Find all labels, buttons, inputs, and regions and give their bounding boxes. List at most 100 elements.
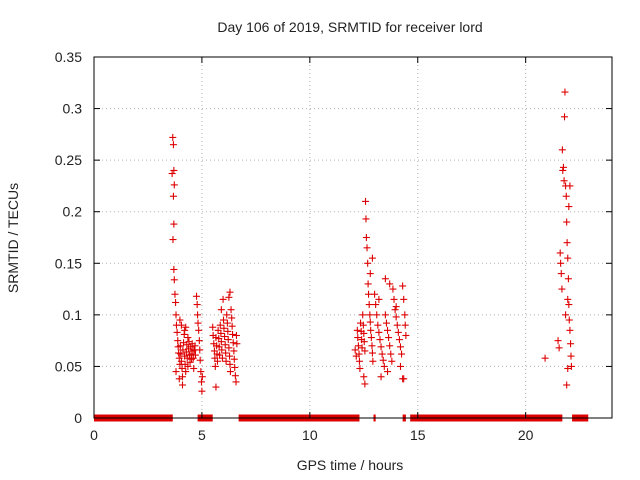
data-point <box>555 337 562 344</box>
x-tick-label: 0 <box>90 427 98 443</box>
data-point <box>401 311 408 318</box>
data-point <box>376 336 383 343</box>
data-point <box>220 317 227 324</box>
data-point <box>384 327 391 334</box>
data-point <box>382 275 389 282</box>
data-point <box>557 260 564 267</box>
data-point <box>375 296 382 303</box>
data-point <box>566 327 573 334</box>
data-point <box>566 317 573 324</box>
data-point <box>564 296 571 303</box>
data-point <box>397 343 404 350</box>
data-point <box>567 353 574 360</box>
data-point <box>565 203 572 210</box>
x-tick-label: 15 <box>410 427 426 443</box>
data-point <box>231 364 238 371</box>
data-point <box>179 381 186 388</box>
data-point <box>223 358 230 365</box>
data-point <box>561 89 568 96</box>
data-point <box>371 291 378 298</box>
data-point <box>174 329 181 336</box>
data-point <box>197 368 204 375</box>
data-point <box>195 320 202 327</box>
data-point <box>171 181 178 188</box>
data-point <box>567 340 574 347</box>
data-point <box>368 342 375 349</box>
y-tick-label: 0.3 <box>63 101 83 117</box>
x-axis-ticks: 0 5 10 15 20 <box>90 57 534 443</box>
data-point <box>563 381 570 388</box>
data-point <box>224 328 231 335</box>
data-point <box>386 342 393 349</box>
x-axis-label: GPS time / hours <box>297 457 404 473</box>
data-point <box>232 372 239 379</box>
data-point <box>566 182 573 189</box>
data-point <box>230 347 237 354</box>
data-point <box>222 350 229 357</box>
y-tick-label: 0 <box>74 410 82 426</box>
data-point <box>558 270 565 277</box>
data-point <box>171 291 178 298</box>
y-axis-ticks: 00.050.10.150.20.250.30.35 <box>55 49 612 426</box>
data-point <box>381 363 388 370</box>
data-point <box>565 275 572 282</box>
data-point <box>392 306 399 313</box>
data-point <box>564 255 571 262</box>
y-tick-label: 0.15 <box>55 255 82 271</box>
data-point <box>373 311 380 318</box>
y-tick-label: 0.25 <box>55 152 82 168</box>
data-point <box>223 311 230 318</box>
data-point <box>172 299 179 306</box>
data-point <box>385 334 392 341</box>
data-point <box>374 322 381 329</box>
data-point <box>230 339 237 346</box>
data-point <box>561 177 568 184</box>
data-point <box>231 356 238 363</box>
data-point <box>368 334 375 341</box>
data-point <box>218 306 225 313</box>
srmtid-scatter-chart: Day 106 of 2019, SRMTID for receiver lor… <box>0 0 640 480</box>
y-tick-label: 0.1 <box>63 307 83 323</box>
data-point <box>369 350 376 357</box>
data-point <box>169 134 176 141</box>
data-point <box>365 280 372 287</box>
y-axis-label: SRMTID / TECUs <box>5 183 21 293</box>
data-point <box>559 146 566 153</box>
data-point <box>400 296 407 303</box>
data-point <box>557 249 564 256</box>
data-point <box>372 301 379 308</box>
data-point <box>397 363 404 370</box>
data-point <box>362 198 369 205</box>
data-point <box>388 358 395 365</box>
data-point <box>367 327 374 334</box>
data-point <box>402 322 409 329</box>
data-point <box>363 234 370 241</box>
data-point <box>556 344 563 351</box>
data-point <box>198 378 205 385</box>
data-point <box>398 351 405 358</box>
y-tick-label: 0.2 <box>63 204 83 220</box>
data-point <box>199 373 206 380</box>
data-point <box>564 239 571 246</box>
data-point <box>366 301 373 308</box>
data-point <box>226 353 233 360</box>
data-point <box>222 341 229 348</box>
data-point <box>224 320 231 327</box>
data-point <box>383 320 390 327</box>
data-point <box>176 317 183 324</box>
data-point <box>184 334 191 341</box>
data-point <box>561 113 568 120</box>
data-point <box>565 301 572 308</box>
data-point <box>378 343 385 350</box>
data-point <box>170 167 177 174</box>
data-point <box>389 286 396 293</box>
data-point <box>396 336 403 343</box>
y-tick-label: 0.35 <box>55 49 82 65</box>
data-point <box>362 215 369 222</box>
data-point <box>198 388 205 395</box>
data-point <box>393 303 400 310</box>
data-point <box>352 346 359 353</box>
data-point <box>359 311 366 318</box>
data-point <box>382 311 389 318</box>
x-tick-label: 5 <box>198 427 206 443</box>
